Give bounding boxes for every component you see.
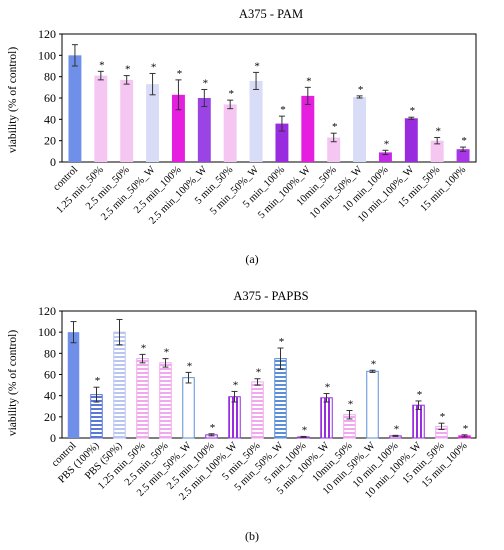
bar (182, 377, 195, 439)
significance-marker: * (371, 358, 377, 370)
chart-a-ylabel: viability (% of control) (7, 47, 19, 154)
y-tick-label: 80 (44, 346, 56, 360)
chart-b-title: A375 - PAPBS (233, 289, 308, 303)
y-tick-label: 40 (44, 389, 56, 403)
significance-marker: * (384, 138, 390, 150)
significance-marker: * (125, 64, 131, 76)
panel-a-caption: (a) (245, 252, 258, 266)
significance-marker: * (203, 77, 209, 89)
y-tick-label: 20 (44, 134, 56, 148)
significance-marker: * (151, 61, 157, 73)
bar (366, 370, 379, 439)
bar (327, 137, 341, 162)
bar (251, 381, 264, 439)
chart-a-title: A375 - PAM (239, 7, 303, 21)
significance-marker: * (417, 389, 423, 401)
significance-marker: * (358, 84, 364, 96)
significance-marker: * (228, 88, 234, 100)
significance-marker: * (210, 422, 216, 434)
significance-marker: * (463, 423, 469, 435)
bar (223, 104, 237, 162)
y-tick-label: 80 (44, 70, 56, 84)
bar (275, 123, 289, 162)
bar (430, 140, 444, 162)
significance-marker: * (164, 347, 170, 359)
chart-b-axes: 0 20 40 60 80 100 120 (38, 304, 477, 445)
chart-panel-b: A375 - PAPBS viability (% of control) 0 2… (7, 289, 477, 543)
bar (113, 331, 126, 439)
bar (197, 98, 211, 162)
significance-marker: * (279, 336, 285, 348)
significance-marker: * (440, 411, 446, 423)
bar (94, 75, 108, 162)
significance-marker: * (461, 135, 467, 147)
y-tick-label: 40 (44, 112, 56, 126)
y-tick-label: 60 (44, 368, 56, 382)
chart-b-ylabel: viability (% of control) (7, 330, 19, 437)
y-tick-label: 20 (44, 410, 56, 424)
bar (353, 96, 367, 162)
bar (274, 358, 287, 439)
bar (228, 396, 241, 439)
y-tick-label: 100 (38, 48, 56, 62)
significance-marker: * (302, 424, 308, 436)
bar (320, 397, 333, 439)
y-tick-label: 100 (38, 325, 56, 339)
bar (67, 332, 80, 438)
y-tick-label: 0 (50, 431, 56, 445)
bar (301, 95, 315, 162)
chart-a-axes: 0 20 40 60 80 100 120 (38, 27, 477, 169)
bar (412, 404, 425, 439)
significance-marker: * (332, 121, 338, 133)
significance-marker: * (256, 367, 262, 379)
bar (159, 362, 172, 439)
significance-marker: * (280, 104, 286, 116)
significance-marker: * (95, 375, 101, 387)
significance-marker: * (233, 379, 239, 391)
significance-marker: * (99, 59, 105, 71)
bar (120, 79, 134, 162)
bar (249, 80, 263, 162)
bar (171, 94, 185, 162)
significance-marker: * (254, 60, 260, 72)
bar (404, 118, 418, 162)
y-tick-label: 0 (50, 155, 56, 169)
significance-marker: * (394, 423, 400, 435)
y-tick-label: 120 (38, 27, 56, 41)
y-tick-label: 60 (44, 91, 56, 105)
chart-b-bars: * * * * * * * * * * * * * * * * (67, 318, 471, 439)
bar (68, 55, 82, 163)
significance-marker: * (435, 125, 441, 137)
chart-a-bars: * * * * * * * * * * * * * * * (68, 44, 470, 163)
bar (136, 358, 149, 439)
significance-marker: * (306, 75, 312, 87)
bar (456, 149, 470, 162)
significance-marker: * (348, 398, 354, 410)
significance-marker: * (325, 382, 331, 394)
significance-marker: * (177, 68, 183, 80)
significance-marker: * (141, 342, 147, 354)
significance-marker: * (187, 360, 193, 372)
panel-b-caption: (b) (245, 529, 259, 543)
significance-marker: * (410, 105, 416, 117)
bar (146, 84, 160, 162)
chart-panel-a: A375 - PAM viability (% of control) 0 20 4… (7, 7, 477, 266)
y-tick-label: 120 (38, 304, 56, 318)
bar (378, 152, 392, 162)
